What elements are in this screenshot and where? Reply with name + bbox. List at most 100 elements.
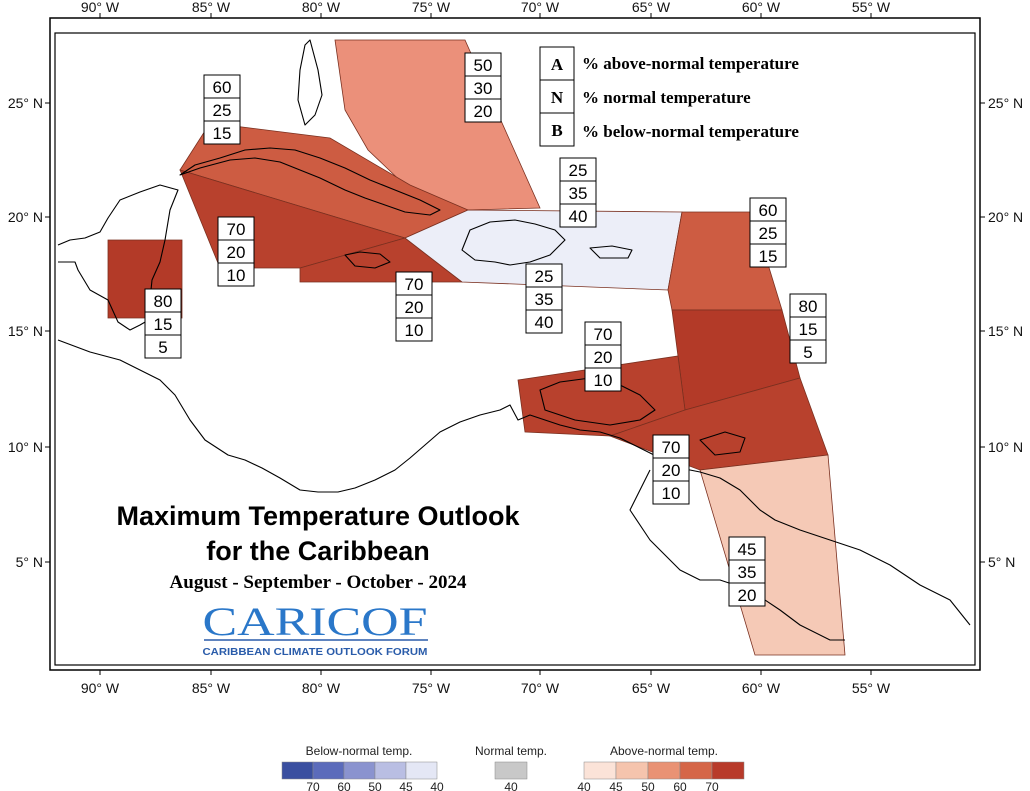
- prob-b: 40: [569, 207, 588, 226]
- lon-label: 75° W: [412, 680, 451, 696]
- colorbar-below-5: [405, 761, 438, 780]
- prob-b: 20: [738, 586, 757, 605]
- probability-key: A N B % above-normal temperature % norma…: [539, 46, 799, 147]
- key-letter-n: N: [551, 88, 564, 107]
- colorbar-tick: 40: [504, 780, 518, 791]
- key-desc-a: % above-normal temperature: [582, 54, 799, 73]
- lat-label: 25° N: [988, 95, 1023, 111]
- prob-a: 70: [405, 275, 424, 294]
- prob-n: 25: [213, 101, 232, 120]
- box-jamaica-b: [395, 317, 433, 342]
- box-guianas-b: [728, 582, 766, 607]
- key-desc-n: % normal temperature: [582, 88, 751, 107]
- prob-n: 20: [405, 298, 424, 317]
- colorbar-below-4: [374, 761, 407, 780]
- colorbar-tick: 45: [399, 780, 413, 791]
- box-abc-b: [584, 367, 622, 392]
- lon-label: 70° W: [521, 680, 560, 696]
- prob-n: 20: [594, 348, 613, 367]
- logo-main: CARICOF: [203, 599, 428, 644]
- colorbar-above-4: [679, 761, 713, 780]
- key-letter-a: A: [551, 55, 564, 74]
- lat-label: 10° N: [8, 439, 43, 455]
- box-cuba-north-b: [203, 120, 241, 145]
- colorbar-below-2: [312, 761, 345, 780]
- prob-b: 15: [759, 247, 778, 266]
- key-box-a: [539, 46, 575, 81]
- lon-label: 65° W: [632, 0, 671, 15]
- lon-label: 80° W: [302, 0, 341, 15]
- lat-labels-left: 25° N 20° N 15° N 10° N 5° N: [8, 95, 43, 570]
- box-cuba-south-b: [217, 262, 255, 287]
- prob-n: 25: [759, 224, 778, 243]
- colorbar-tick: 70: [306, 780, 320, 791]
- prob-a: 70: [662, 438, 681, 457]
- colorbar-tick: 70: [705, 780, 719, 791]
- lat-label: 20° N: [988, 209, 1023, 225]
- key-letter-b: B: [551, 121, 562, 140]
- lat-label: 15° N: [8, 323, 43, 339]
- colorbar-tick: 50: [368, 780, 382, 791]
- lon-labels-top: 90° W 85° W 80° W 75° W 70° W 65° W 60° …: [81, 0, 891, 15]
- lon-label: 90° W: [81, 0, 120, 15]
- colorbar-below-3: [343, 761, 376, 780]
- prob-b: 10: [594, 371, 613, 390]
- lon-label: 75° W: [412, 0, 451, 15]
- prob-b: 10: [227, 266, 246, 285]
- prob-b: 15: [213, 124, 232, 143]
- logo-sub: CARIBBEAN CLIMATE OUTLOOK FORUM: [203, 646, 428, 658]
- prob-n: 35: [535, 290, 554, 309]
- prob-a: 70: [227, 220, 246, 239]
- colorbar-above-5: [711, 761, 745, 780]
- prob-values: 50 30 20 60 25 15 70 20 10 70 20 10 80 1…: [154, 56, 818, 605]
- prob-b: 10: [405, 321, 424, 340]
- lon-label: 80° W: [302, 680, 341, 696]
- lon-label: 85° W: [192, 0, 231, 15]
- lat-label: 20° N: [8, 209, 43, 225]
- lon-ticks: [45, 13, 985, 675]
- key-desc-b: % below-normal temperature: [582, 122, 799, 141]
- prob-n: 35: [569, 184, 588, 203]
- lon-label: 55° W: [852, 0, 891, 15]
- prob-a: 25: [569, 161, 588, 180]
- map-title-line2: for the Caribbean: [206, 536, 430, 566]
- prob-n: 20: [662, 461, 681, 480]
- lat-label: 5° N: [16, 554, 43, 570]
- lon-label: 90° W: [81, 680, 120, 696]
- colorbar-tick: 60: [337, 780, 351, 791]
- key-box-n: [539, 79, 575, 114]
- lon-label: 60° W: [742, 680, 781, 696]
- prob-b: 10: [662, 484, 681, 503]
- colorbar-below-1: [281, 761, 314, 780]
- prob-n: 30: [474, 79, 493, 98]
- colorbar-tick: 60: [673, 780, 687, 791]
- colorbar-above-1: [583, 761, 617, 780]
- prob-a: 70: [594, 325, 613, 344]
- map-period: August - September - October - 2024: [170, 572, 467, 593]
- coastlines: [57, 39, 971, 641]
- prob-a: 60: [759, 201, 778, 220]
- lat-labels-right: 25° N 20° N 15° N 10° N 5° N: [988, 95, 1023, 570]
- prob-n: 15: [154, 315, 173, 334]
- colorbar-above-title: Above-normal temp.: [610, 744, 718, 758]
- colorbar-above-3: [647, 761, 681, 780]
- colorbar: Below-normal temp. Normal temp. Above-no…: [281, 744, 745, 791]
- colorbar-tick: 45: [609, 780, 623, 791]
- key-box-b: [539, 112, 575, 147]
- colorbar-tick: 40: [430, 780, 444, 791]
- prob-a: 60: [213, 78, 232, 97]
- prob-n: 15: [799, 320, 818, 339]
- box-bahamas-b: [464, 98, 502, 123]
- lon-label: 65° W: [632, 680, 671, 696]
- prob-n: 35: [738, 563, 757, 582]
- colorbar-above-2: [615, 761, 649, 780]
- colorbar-tick: 50: [641, 780, 655, 791]
- box-belize-b: [144, 334, 182, 359]
- colorbar-below-title: Below-normal temp.: [306, 744, 413, 758]
- caricof-logo: CARICOF CARIBBEAN CLIMATE OUTLOOK FORUM: [203, 599, 428, 658]
- prob-a: 25: [535, 267, 554, 286]
- prob-n: 20: [227, 243, 246, 262]
- colorbar-tick: 40: [577, 780, 591, 791]
- prob-boxes: [144, 52, 827, 607]
- colorbar-normal: [494, 761, 528, 780]
